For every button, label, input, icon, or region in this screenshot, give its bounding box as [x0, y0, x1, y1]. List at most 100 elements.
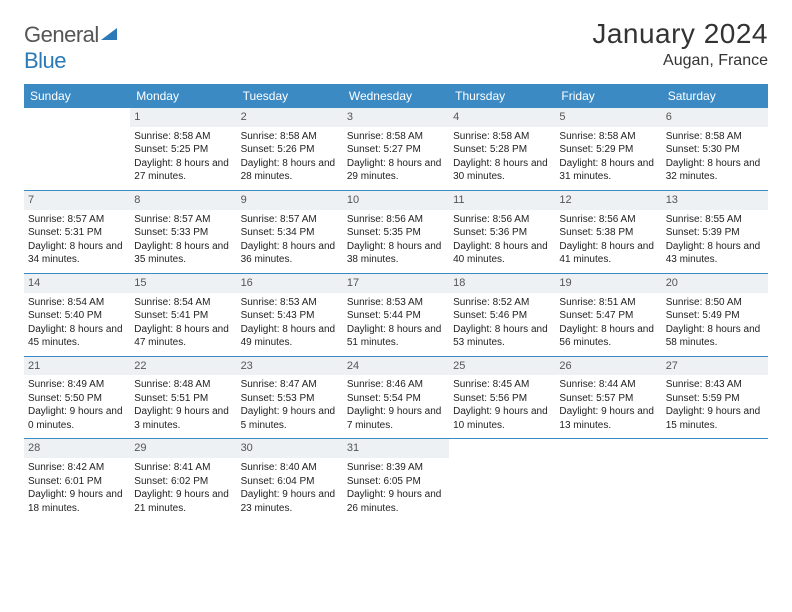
- cell-body: Sunrise: 8:41 AMSunset: 6:02 PMDaylight:…: [130, 458, 236, 521]
- sunset-text: Sunset: 5:33 PM: [134, 226, 232, 240]
- day-number: 9: [237, 191, 343, 210]
- day-number: 7: [24, 191, 130, 210]
- day-number: 31: [343, 439, 449, 458]
- day-number: 8: [130, 191, 236, 210]
- calendar-cell: 9Sunrise: 8:57 AMSunset: 5:34 PMDaylight…: [237, 191, 343, 273]
- day-number: 22: [130, 357, 236, 376]
- daylight-text: Daylight: 9 hours and 7 minutes.: [347, 405, 445, 432]
- sunrise-text: Sunrise: 8:41 AM: [134, 461, 232, 475]
- sunrise-text: Sunrise: 8:58 AM: [559, 130, 657, 144]
- sunrise-text: Sunrise: 8:57 AM: [134, 213, 232, 227]
- cell-body: Sunrise: 8:40 AMSunset: 6:04 PMDaylight:…: [237, 458, 343, 521]
- sunset-text: Sunset: 5:50 PM: [28, 392, 126, 406]
- calendar-cell: [555, 439, 661, 521]
- sunrise-text: Sunrise: 8:54 AM: [134, 296, 232, 310]
- sunrise-text: Sunrise: 8:42 AM: [28, 461, 126, 475]
- calendar-cell: [24, 108, 130, 190]
- cell-body: Sunrise: 8:53 AMSunset: 5:43 PMDaylight:…: [237, 293, 343, 356]
- sunrise-text: Sunrise: 8:56 AM: [453, 213, 551, 227]
- sunrise-text: Sunrise: 8:46 AM: [347, 378, 445, 392]
- sunset-text: Sunset: 5:46 PM: [453, 309, 551, 323]
- logo-word1: General: [24, 22, 99, 47]
- day-number: 20: [662, 274, 768, 293]
- daylight-text: Daylight: 8 hours and 38 minutes.: [347, 240, 445, 267]
- daylight-text: Daylight: 8 hours and 43 minutes.: [666, 240, 764, 267]
- day-number: 25: [449, 357, 555, 376]
- month-title: January 2024: [592, 18, 768, 50]
- sunset-text: Sunset: 5:28 PM: [453, 143, 551, 157]
- calendar-cell: 22Sunrise: 8:48 AMSunset: 5:51 PMDayligh…: [130, 357, 236, 439]
- sunset-text: Sunset: 5:40 PM: [28, 309, 126, 323]
- calendar-cell: 30Sunrise: 8:40 AMSunset: 6:04 PMDayligh…: [237, 439, 343, 521]
- calendar-cell: 24 Sunrise: 8:46 AMSunset: 5:54 PMDayligh…: [343, 357, 449, 439]
- sunrise-text: Sunrise: 8:47 AM: [241, 378, 339, 392]
- sunset-text: Sunset: 5:56 PM: [453, 392, 551, 406]
- calendar-cell: 2Sunrise: 8:58 AMSunset: 5:26 PMDaylight…: [237, 108, 343, 190]
- daylight-text: Daylight: 8 hours and 31 minutes.: [559, 157, 657, 184]
- day-number: 16: [237, 274, 343, 293]
- day-header-thursday: Thursday: [449, 84, 555, 108]
- day-number: 13: [662, 191, 768, 210]
- sunrise-text: Sunrise: 8:58 AM: [453, 130, 551, 144]
- sunset-text: Sunset: 5:38 PM: [559, 226, 657, 240]
- sunset-text: Sunset: 5:54 PM: [347, 392, 445, 406]
- daylight-text: Daylight: 8 hours and 34 minutes.: [28, 240, 126, 267]
- daylight-text: Daylight: 8 hours and 32 minutes.: [666, 157, 764, 184]
- day-number: 27: [662, 357, 768, 376]
- calendar-cell: 3Sunrise: 8:58 AMSunset: 5:27 PMDaylight…: [343, 108, 449, 190]
- daylight-text: Daylight: 8 hours and 35 minutes.: [134, 240, 232, 267]
- sunrise-text: Sunrise: 8:58 AM: [241, 130, 339, 144]
- week-row: 7Sunrise: 8:57 AMSunset: 5:31 PMDaylight…: [24, 191, 768, 274]
- cell-body: Sunrise: 8:49 AMSunset: 5:50 PMDaylight:…: [24, 375, 130, 438]
- weeks-container: 1Sunrise: 8:58 AMSunset: 5:25 PMDaylight…: [24, 108, 768, 521]
- calendar-cell: 27Sunrise: 8:43 AMSunset: 5:59 PMDayligh…: [662, 357, 768, 439]
- calendar-cell: 12Sunrise: 8:56 AMSunset: 5:38 PMDayligh…: [555, 191, 661, 273]
- sunset-text: Sunset: 5:39 PM: [666, 226, 764, 240]
- calendar-cell: 5Sunrise: 8:58 AMSunset: 5:29 PMDaylight…: [555, 108, 661, 190]
- daylight-text: Daylight: 9 hours and 26 minutes.: [347, 488, 445, 515]
- week-row: 14Sunrise: 8:54 AMSunset: 5:40 PMDayligh…: [24, 274, 768, 357]
- day-number: 24: [343, 357, 449, 376]
- daylight-text: Daylight: 9 hours and 13 minutes.: [559, 405, 657, 432]
- calendar-cell: 28Sunrise: 8:42 AMSunset: 6:01 PMDayligh…: [24, 439, 130, 521]
- sunrise-text: Sunrise: 8:40 AM: [241, 461, 339, 475]
- sunrise-text: Sunrise: 8:54 AM: [28, 296, 126, 310]
- day-number: 26: [555, 357, 661, 376]
- calendar-page: GeneralBlue January 2024 Augan, France S…: [0, 0, 792, 531]
- day-header-saturday: Saturday: [662, 84, 768, 108]
- sunset-text: Sunset: 6:04 PM: [241, 475, 339, 489]
- sunset-text: Sunset: 5:51 PM: [134, 392, 232, 406]
- day-number: 21: [24, 357, 130, 376]
- cell-body: Sunrise: 8:43 AMSunset: 5:59 PMDaylight:…: [662, 375, 768, 438]
- sunrise-text: Sunrise: 8:50 AM: [666, 296, 764, 310]
- calendar-cell: 10Sunrise: 8:56 AMSunset: 5:35 PMDayligh…: [343, 191, 449, 273]
- daylight-text: Daylight: 9 hours and 10 minutes.: [453, 405, 551, 432]
- calendar-cell: 26Sunrise: 8:44 AMSunset: 5:57 PMDayligh…: [555, 357, 661, 439]
- calendar-cell: 13Sunrise: 8:55 AMSunset: 5:39 PMDayligh…: [662, 191, 768, 273]
- day-number: 29: [130, 439, 236, 458]
- sunset-text: Sunset: 5:27 PM: [347, 143, 445, 157]
- day-number: [662, 439, 768, 443]
- sunrise-text: Sunrise: 8:58 AM: [347, 130, 445, 144]
- cell-body: Sunrise: 8:55 AMSunset: 5:39 PMDaylight:…: [662, 210, 768, 273]
- sunset-text: Sunset: 6:02 PM: [134, 475, 232, 489]
- sunset-text: Sunset: 5:47 PM: [559, 309, 657, 323]
- sunset-text: Sunset: 5:35 PM: [347, 226, 445, 240]
- sunset-text: Sunset: 5:29 PM: [559, 143, 657, 157]
- cell-body: Sunrise: 8:58 AMSunset: 5:28 PMDaylight:…: [449, 127, 555, 190]
- sunrise-text: Sunrise: 8:39 AM: [347, 461, 445, 475]
- day-number: 18: [449, 274, 555, 293]
- sunset-text: Sunset: 5:44 PM: [347, 309, 445, 323]
- sunset-text: Sunset: 5:43 PM: [241, 309, 339, 323]
- location: Augan, France: [592, 52, 768, 70]
- sunset-text: Sunset: 5:34 PM: [241, 226, 339, 240]
- calendar-cell: 31Sunrise: 8:39 AMSunset: 6:05 PMDayligh…: [343, 439, 449, 521]
- calendar-cell: 11Sunrise: 8:56 AMSunset: 5:36 PMDayligh…: [449, 191, 555, 273]
- cell-body: Sunrise: 8:53 AMSunset: 5:44 PMDaylight:…: [343, 293, 449, 356]
- sunset-text: Sunset: 5:31 PM: [28, 226, 126, 240]
- calendar-cell: 29Sunrise: 8:41 AMSunset: 6:02 PMDayligh…: [130, 439, 236, 521]
- calendar-cell: 15Sunrise: 8:54 AMSunset: 5:41 PMDayligh…: [130, 274, 236, 356]
- calendar-cell: 16Sunrise: 8:53 AMSunset: 5:43 PMDayligh…: [237, 274, 343, 356]
- cell-body: Sunrise: 8:45 AMSunset: 5:56 PMDaylight:…: [449, 375, 555, 438]
- sunrise-text: Sunrise: 8:57 AM: [28, 213, 126, 227]
